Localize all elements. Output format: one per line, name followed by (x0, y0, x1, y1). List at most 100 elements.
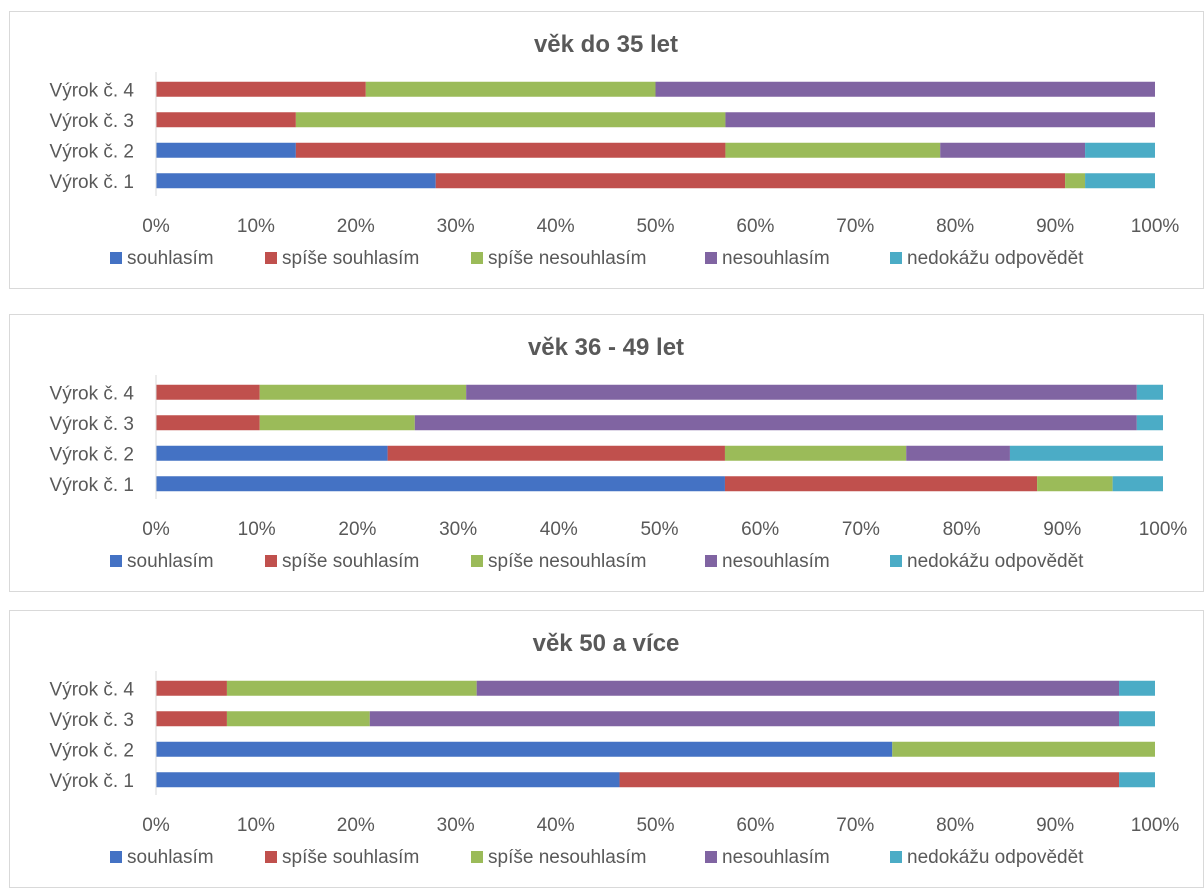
bar-segment (226, 680, 477, 696)
legend-swatch (110, 555, 122, 567)
bar-segment (892, 741, 1155, 757)
legend-swatch (471, 252, 483, 264)
bar-segment (156, 81, 366, 97)
category-label: Výrok č. 2 (50, 444, 134, 465)
bar-segment (156, 476, 725, 492)
bar-segment (724, 476, 1038, 492)
bar-segment (1136, 415, 1163, 431)
legend-label: spíše souhlasím (282, 847, 419, 868)
legend-swatch (705, 555, 717, 567)
x-tick-label: 70% (836, 815, 874, 836)
legend-label: spíše souhlasím (282, 551, 419, 572)
bar-segment (1009, 445, 1163, 461)
x-tick-label: 0% (142, 815, 170, 836)
x-tick-label: 0% (142, 216, 170, 237)
bar-segment (476, 680, 1120, 696)
legend-label: spíše nesouhlasím (488, 847, 646, 868)
x-tick-label: 80% (936, 216, 974, 237)
x-tick-label: 90% (1036, 216, 1074, 237)
legend-swatch (110, 851, 122, 863)
bar-segment (365, 81, 656, 97)
x-tick-label: 10% (237, 815, 275, 836)
chart-panel-age-50-plus: věk 50 a více Výrok č. 1 Výrok č. 2 Výrok č… (9, 610, 1204, 888)
x-tick-label: 100% (1131, 216, 1180, 237)
x-tick-label: 60% (736, 216, 774, 237)
legend-label: nedokážu odpovědět (907, 847, 1084, 868)
legend-swatch (471, 851, 483, 863)
category-label: Výrok č. 3 (50, 414, 134, 435)
bar-segment (156, 384, 260, 400)
bar-segment (156, 680, 227, 696)
bar-segment (940, 142, 1086, 158)
category-label: Výrok č. 1 (50, 771, 134, 792)
legend-swatch (890, 555, 902, 567)
x-tick-label: 90% (1036, 815, 1074, 836)
chart-svg: věk do 35 let Výrok č. 1 Výrok č. 2 Výrok č… (50, 31, 1180, 269)
bar-segment (226, 711, 370, 727)
x-tick-label: 30% (437, 815, 475, 836)
category-label: Výrok č. 4 (50, 80, 135, 101)
x-tick-label: 40% (537, 216, 575, 237)
bar-segment (156, 445, 388, 461)
bar-segment (295, 112, 726, 128)
x-tick-label: 100% (1131, 815, 1180, 836)
chart-title: věk do 35 let (534, 31, 678, 58)
chart-title: věk 50 a více (533, 630, 680, 657)
category-label: Výrok č. 3 (50, 710, 134, 731)
legend-label: nesouhlasím (722, 847, 830, 868)
legend-label: nedokážu odpovědět (907, 551, 1084, 572)
bar-segment (156, 142, 296, 158)
bar-segment (619, 772, 1120, 788)
bar-segment (466, 384, 1137, 400)
bar-segment (295, 142, 726, 158)
bar-segment (414, 415, 1137, 431)
x-tick-label: 0% (142, 519, 170, 540)
legend-swatch (265, 555, 277, 567)
bar-segment (906, 445, 1010, 461)
legend-label: nesouhlasím (722, 551, 830, 572)
x-tick-label: 90% (1043, 519, 1081, 540)
category-label: Výrok č. 2 (50, 740, 134, 761)
bar-segment (1065, 173, 1086, 189)
bar-segment (156, 772, 620, 788)
legend-label: souhlasím (127, 248, 214, 269)
bar-segment (387, 445, 725, 461)
bar-segment (1119, 711, 1155, 727)
bar-segment (1136, 384, 1163, 400)
category-label: Výrok č. 4 (50, 383, 135, 404)
legend-label: spíše nesouhlasím (488, 248, 646, 269)
x-tick-label: 20% (337, 216, 375, 237)
bar-segment (369, 711, 1120, 727)
bar-segment (725, 112, 1155, 128)
legend-swatch (110, 252, 122, 264)
bar-segment (156, 112, 296, 128)
category-label: Výrok č. 4 (50, 679, 135, 700)
category-label: Výrok č. 1 (50, 475, 134, 496)
bar-segment (156, 415, 260, 431)
x-tick-label: 70% (842, 519, 880, 540)
category-label: Výrok č. 2 (50, 141, 134, 162)
x-tick-label: 50% (636, 216, 674, 237)
legend-label: souhlasím (127, 551, 214, 572)
chart-panel-age-up-to-35: věk do 35 let Výrok č. 1 Výrok č. 2 Výrok č… (9, 11, 1204, 289)
bar-segment (259, 384, 467, 400)
x-tick-label: 80% (936, 815, 974, 836)
legend-swatch (471, 555, 483, 567)
x-tick-label: 50% (636, 815, 674, 836)
legend-swatch (890, 252, 902, 264)
x-tick-label: 80% (943, 519, 981, 540)
bar-segment (1119, 772, 1155, 788)
bar-segment (724, 445, 907, 461)
x-tick-label: 20% (338, 519, 376, 540)
bar-segment (156, 741, 893, 757)
x-tick-label: 50% (640, 519, 678, 540)
x-tick-label: 40% (540, 519, 578, 540)
bar-segment (655, 81, 1155, 97)
legend-label: souhlasím (127, 847, 214, 868)
legend-swatch (705, 252, 717, 264)
bar-segment (259, 415, 415, 431)
legend-label: spíše nesouhlasím (488, 551, 646, 572)
legend-swatch (705, 851, 717, 863)
bar-segment (1119, 680, 1155, 696)
bar-segment (156, 711, 227, 727)
